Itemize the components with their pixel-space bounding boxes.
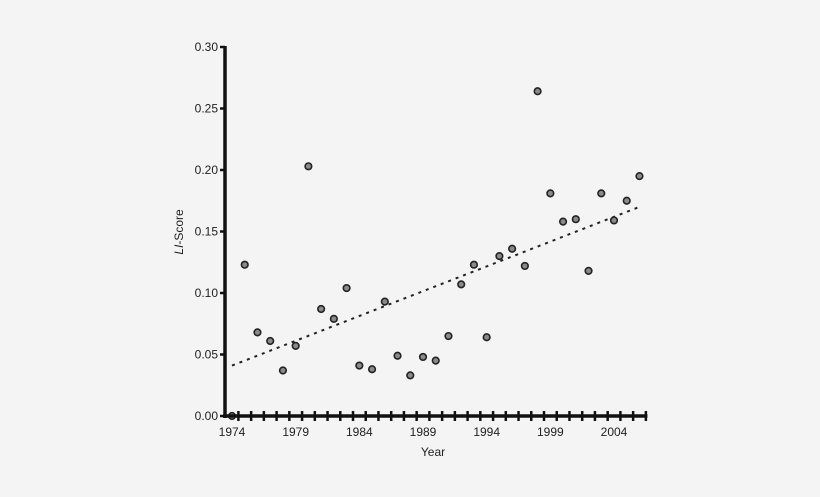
data-point [444,331,453,341]
x-tick-label: 1984 [346,425,373,439]
y-tick-label: 0.15 [195,225,219,239]
data-point [431,356,440,365]
data-point [546,189,555,198]
y-tick-label: 0.10 [195,286,219,300]
x-axis: 1974 1979 1984 1989 1994 1999 2004 [219,411,648,439]
y-axis: 0.00 0.05 0.10 0.15 0.20 0.25 0.30 [195,40,227,423]
y-axis-title: LI-Score [172,209,186,255]
data-point [240,260,249,269]
data-point [406,371,415,380]
data-points [227,87,644,421]
y-tick-label: 0.00 [195,409,219,423]
data-point [291,341,300,350]
y-axis-title-italic: LI [172,244,186,255]
data-point [508,244,517,253]
data-point [457,280,466,289]
data-point [635,172,644,181]
data-point [584,266,593,275]
data-point [495,252,504,261]
data-point [520,261,529,271]
data-point [278,366,288,375]
data-point [367,365,377,374]
x-tick-label: 2004 [601,425,628,439]
data-point [342,283,351,293]
data-point [571,215,580,224]
x-tick-label: 1989 [410,425,437,439]
data-point [393,351,402,360]
x-axis-title: Year [421,445,445,459]
data-point [329,314,338,323]
data-point [482,333,491,342]
data-point [266,336,275,346]
y-tick-label: 0.25 [195,102,219,116]
data-point [253,328,262,337]
data-point [317,304,326,314]
data-point [418,352,428,362]
data-point [355,361,364,370]
y-tick-label: 0.30 [195,40,219,54]
x-tick-label: 1999 [537,425,564,439]
data-point [469,260,479,269]
x-tick-label: 1979 [282,425,309,439]
x-tick-label: 1974 [219,425,246,439]
y-axis-title-rest: -Score [172,209,186,245]
data-point [304,162,313,171]
y-tick-label: 0.05 [195,348,219,362]
data-point [622,196,631,205]
data-point [558,217,568,226]
data-point [597,189,606,198]
data-point [380,297,389,306]
data-point [533,87,542,96]
trend-line-path [231,205,640,367]
data-point [609,216,619,225]
trend-line [231,205,640,367]
y-tick-label: 0.20 [195,163,219,177]
x-tick-label: 1994 [473,425,500,439]
